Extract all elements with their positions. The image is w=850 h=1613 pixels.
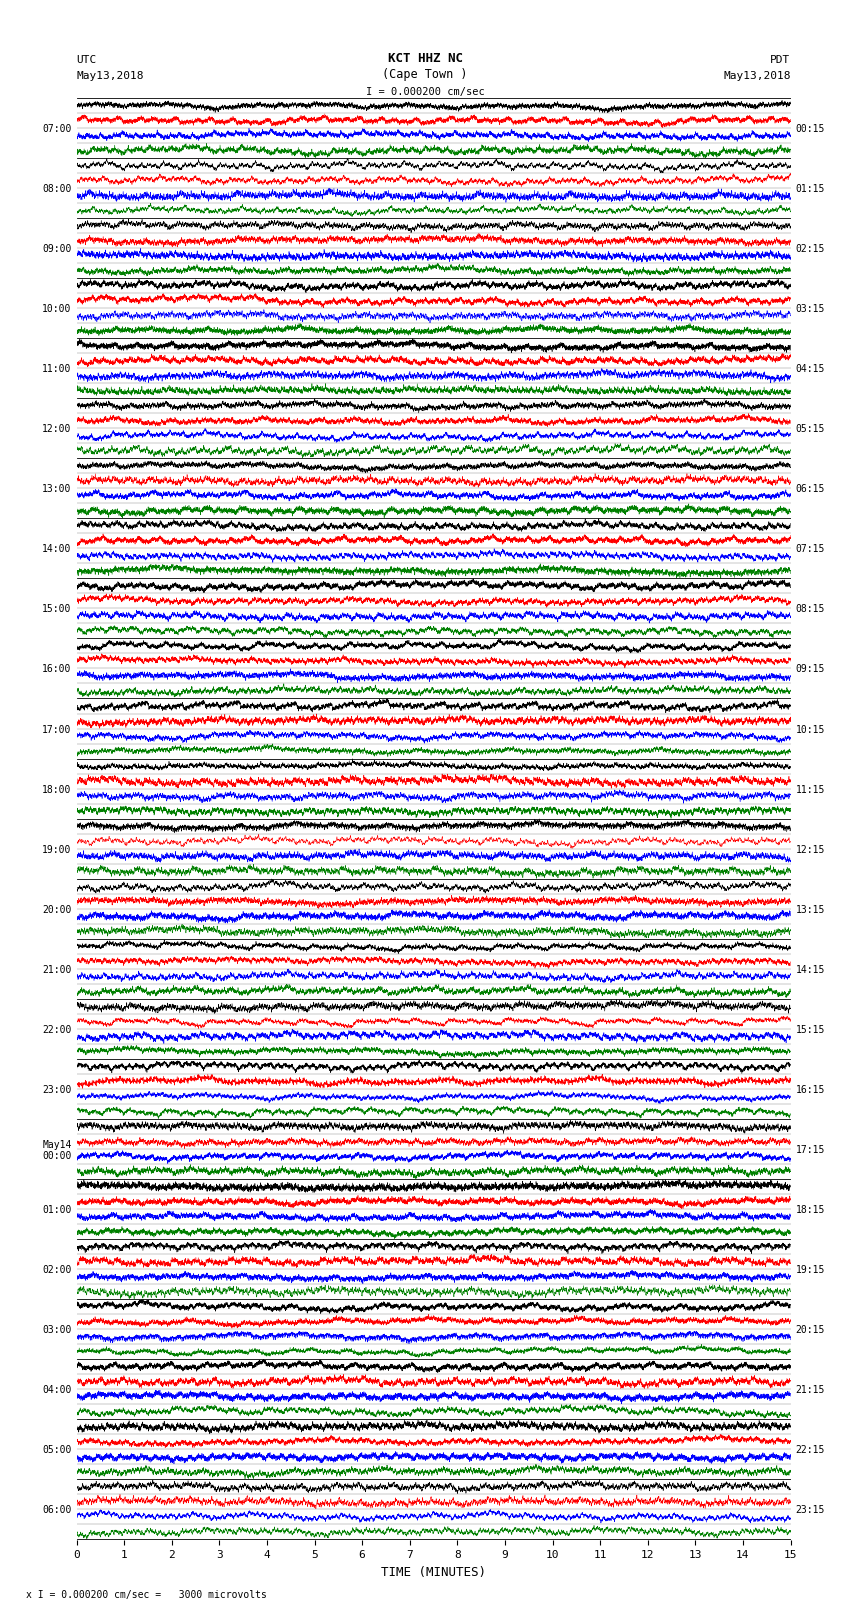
Text: I = 0.000200 cm/sec: I = 0.000200 cm/sec	[366, 87, 484, 97]
Text: x I = 0.000200 cm/sec =   3000 microvolts: x I = 0.000200 cm/sec = 3000 microvolts	[26, 1590, 266, 1600]
X-axis label: TIME (MINUTES): TIME (MINUTES)	[381, 1566, 486, 1579]
Text: May13,2018: May13,2018	[723, 71, 791, 81]
Text: May13,2018: May13,2018	[76, 71, 144, 81]
Text: UTC: UTC	[76, 55, 97, 65]
Text: PDT: PDT	[770, 55, 790, 65]
Text: (Cape Town ): (Cape Town )	[382, 68, 468, 81]
Text: KCT HHZ NC: KCT HHZ NC	[388, 52, 462, 65]
